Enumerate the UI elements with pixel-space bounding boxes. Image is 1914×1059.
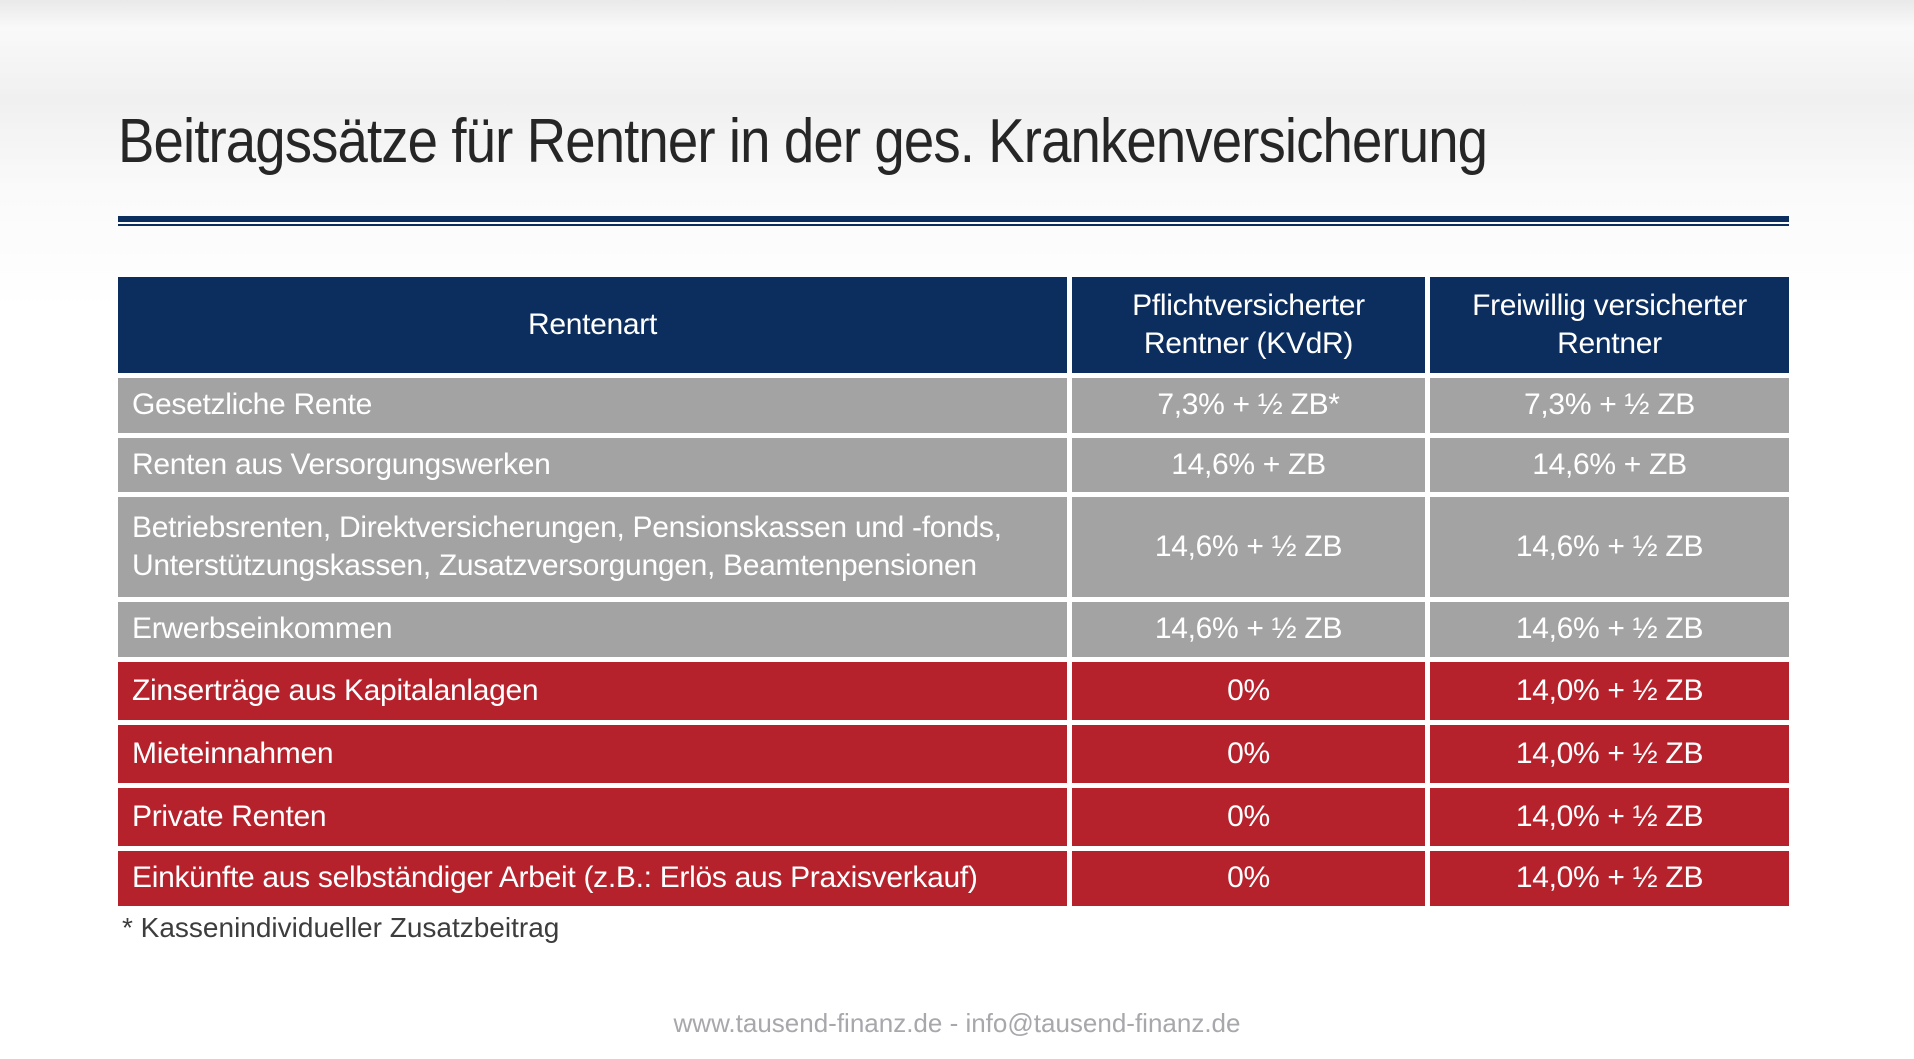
rates-table: Rentenart Pflichtversicherter Rentner (K… xyxy=(118,277,1789,906)
kvdr-value: 14,6% + ½ ZB xyxy=(1072,497,1425,597)
kvdr-value: 14,6% + ½ ZB xyxy=(1072,602,1425,657)
row-label: Erwerbseinkommen xyxy=(118,602,1067,657)
freiwillig-value: 14,6% + ZB xyxy=(1430,438,1789,492)
row-label: Renten aus Versorgungswerken xyxy=(118,438,1067,492)
kvdr-value: 0% xyxy=(1072,851,1425,906)
freiwillig-value: 14,6% + ½ ZB xyxy=(1430,497,1789,597)
row-label: Mieteinnahmen xyxy=(118,725,1067,783)
freiwillig-value: 14,0% + ½ ZB xyxy=(1430,662,1789,720)
title-rule xyxy=(118,216,1789,226)
kvdr-value: 0% xyxy=(1072,662,1425,720)
freiwillig-value: 14,0% + ½ ZB xyxy=(1430,725,1789,783)
row-label: Private Renten xyxy=(118,788,1067,846)
title-rule-thin-line xyxy=(118,224,1789,226)
kvdr-value: 0% xyxy=(1072,788,1425,846)
freiwillig-value: 14,0% + ½ ZB xyxy=(1430,788,1789,846)
footnote: * Kassenindividueller Zusatzbeitrag xyxy=(122,912,560,943)
title-rule-thick-line xyxy=(118,216,1789,222)
kvdr-value: 0% xyxy=(1072,725,1425,783)
row-label: Zinserträge aus Kapitalanlagen xyxy=(118,662,1067,720)
column-header-freiwillig-versichert: Freiwillig versicherter Rentner xyxy=(1430,277,1789,373)
page-title: Beitragssätze für Rentner in der ges. Kr… xyxy=(118,107,1488,176)
freiwillig-value: 14,6% + ½ ZB xyxy=(1430,602,1789,657)
row-label: Betriebsrenten, Direktversicherungen, Pe… xyxy=(118,497,1067,597)
footer-contact: www.tausend-finanz.de - info@tausend-fin… xyxy=(673,1008,1241,1038)
column-header-pflichtversichert: Pflichtversicherter Rentner (KVdR) xyxy=(1072,277,1425,373)
freiwillig-value: 14,0% + ½ ZB xyxy=(1430,851,1789,906)
kvdr-value: 14,6% + ZB xyxy=(1072,438,1425,492)
column-header-rentenart: Rentenart xyxy=(118,277,1067,373)
kvdr-value: 7,3% + ½ ZB* xyxy=(1072,378,1425,433)
row-label: Einkünfte aus selbständiger Arbeit (z.B.… xyxy=(118,851,1067,906)
freiwillig-value: 7,3% + ½ ZB xyxy=(1430,378,1789,433)
row-label: Gesetzliche Rente xyxy=(118,378,1067,433)
